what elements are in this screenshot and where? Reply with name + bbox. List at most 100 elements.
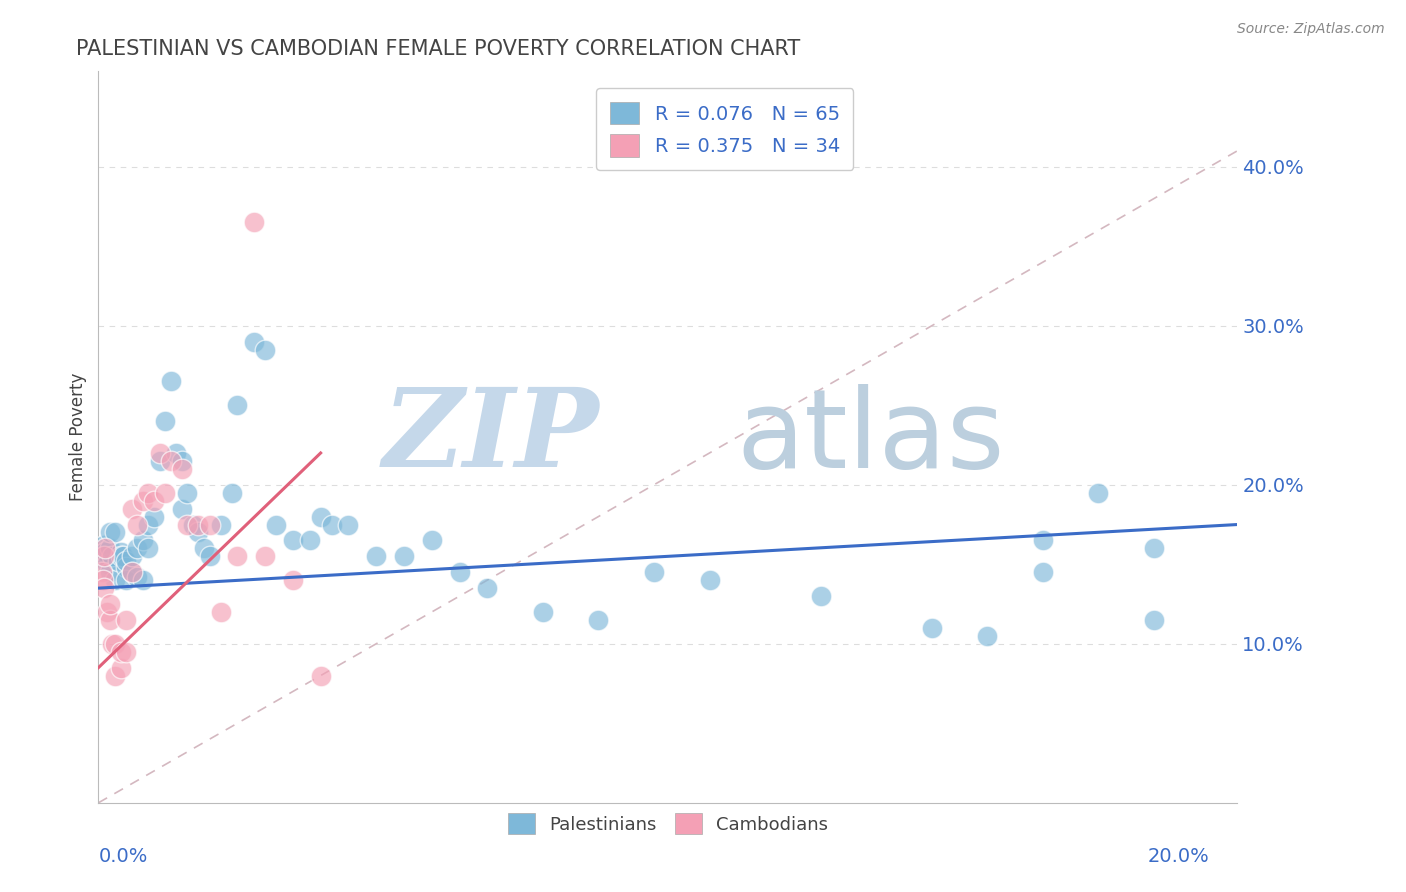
- Point: [170, 501, 193, 516]
- Point: [91, 573, 114, 587]
- Point: [94, 544, 117, 558]
- Point: [121, 566, 143, 580]
- Point: [98, 597, 121, 611]
- Text: Source: ZipAtlas.com: Source: ZipAtlas.com: [1237, 22, 1385, 37]
- Point: [187, 517, 209, 532]
- Point: [1032, 566, 1054, 580]
- Point: [132, 493, 155, 508]
- Point: [110, 645, 132, 659]
- Point: [148, 454, 170, 468]
- Point: [143, 509, 166, 524]
- Point: [127, 541, 149, 556]
- Point: [115, 645, 138, 659]
- Text: 0.0%: 0.0%: [98, 847, 148, 866]
- Point: [132, 573, 155, 587]
- Point: [98, 613, 121, 627]
- Point: [115, 613, 138, 627]
- Point: [121, 566, 143, 580]
- Y-axis label: Female Poverty: Female Poverty: [69, 373, 87, 501]
- Point: [337, 517, 360, 532]
- Point: [254, 343, 277, 357]
- Point: [165, 446, 187, 460]
- Point: [90, 566, 112, 580]
- Point: [104, 668, 127, 682]
- Point: [187, 525, 209, 540]
- Point: [281, 573, 304, 587]
- Text: PALESTINIAN VS CAMBODIAN FEMALE POVERTY CORRELATION CHART: PALESTINIAN VS CAMBODIAN FEMALE POVERTY …: [76, 38, 800, 59]
- Point: [101, 549, 124, 564]
- Point: [104, 573, 127, 587]
- Point: [93, 538, 115, 552]
- Point: [309, 509, 332, 524]
- Point: [221, 485, 243, 500]
- Point: [420, 533, 443, 548]
- Text: ZIP: ZIP: [382, 384, 599, 491]
- Point: [96, 558, 118, 572]
- Point: [264, 517, 287, 532]
- Point: [243, 215, 266, 229]
- Point: [976, 629, 998, 643]
- Point: [101, 637, 124, 651]
- Point: [198, 517, 221, 532]
- Point: [153, 414, 176, 428]
- Point: [477, 581, 499, 595]
- Point: [115, 560, 138, 574]
- Point: [392, 549, 415, 564]
- Point: [143, 493, 166, 508]
- Point: [110, 660, 132, 674]
- Point: [132, 533, 155, 548]
- Point: [110, 544, 132, 558]
- Point: [115, 554, 138, 568]
- Point: [159, 454, 181, 468]
- Point: [921, 621, 943, 635]
- Point: [198, 549, 221, 564]
- Point: [321, 517, 343, 532]
- Point: [127, 570, 149, 584]
- Point: [699, 573, 721, 587]
- Point: [104, 525, 127, 540]
- Point: [1143, 541, 1166, 556]
- Point: [170, 462, 193, 476]
- Point: [254, 549, 277, 564]
- Point: [281, 533, 304, 548]
- Point: [1087, 485, 1109, 500]
- Point: [115, 573, 138, 587]
- Point: [91, 549, 114, 564]
- Point: [94, 541, 117, 556]
- Point: [643, 566, 665, 580]
- Point: [226, 398, 249, 412]
- Point: [112, 549, 135, 564]
- Point: [153, 485, 176, 500]
- Point: [98, 541, 121, 556]
- Point: [98, 566, 121, 580]
- Point: [110, 549, 132, 564]
- Point: [366, 549, 388, 564]
- Point: [121, 501, 143, 516]
- Point: [209, 517, 232, 532]
- Point: [170, 454, 193, 468]
- Point: [107, 554, 129, 568]
- Point: [159, 375, 181, 389]
- Point: [1032, 533, 1054, 548]
- Text: 20.0%: 20.0%: [1147, 847, 1209, 866]
- Point: [209, 605, 232, 619]
- Point: [181, 517, 204, 532]
- Point: [309, 668, 332, 682]
- Point: [138, 541, 160, 556]
- Point: [148, 446, 170, 460]
- Point: [104, 637, 127, 651]
- Point: [121, 549, 143, 564]
- Point: [226, 549, 249, 564]
- Point: [243, 334, 266, 349]
- Point: [138, 485, 160, 500]
- Point: [588, 613, 610, 627]
- Point: [176, 517, 198, 532]
- Point: [176, 485, 198, 500]
- Point: [93, 549, 115, 564]
- Point: [138, 517, 160, 532]
- Point: [93, 581, 115, 595]
- Legend: Palestinians, Cambodians: Palestinians, Cambodians: [501, 806, 835, 841]
- Point: [1143, 613, 1166, 627]
- Point: [98, 525, 121, 540]
- Text: atlas: atlas: [737, 384, 1005, 491]
